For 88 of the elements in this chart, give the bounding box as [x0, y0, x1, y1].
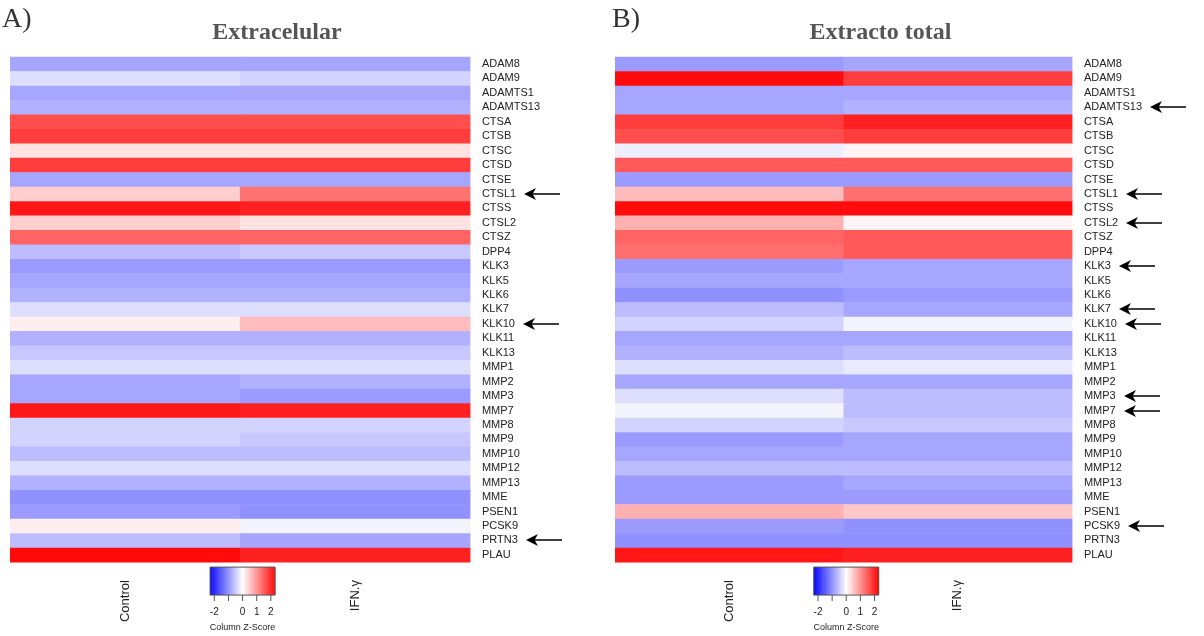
y-tick-label: MMP2: [1083, 374, 1116, 387]
y-tick-label: CTSB: [1083, 129, 1114, 142]
y-tick-label: KLK7: [481, 302, 509, 315]
y-tick-label: CTSB: [481, 129, 512, 142]
y-tick-label: CTSL2: [1083, 215, 1119, 228]
y-tick-label: ADAMTS1: [481, 85, 534, 98]
x-tick-label: IFN.γ: [949, 579, 965, 612]
y-tick-label: CTSL1: [481, 186, 517, 199]
y-tick-label: CTSE: [1083, 172, 1114, 185]
y-tick-label: CTSD: [481, 158, 512, 171]
y-tick-label: MMP10: [1083, 446, 1122, 459]
y-tick-label: CTSL1: [1083, 186, 1119, 199]
text: B): [612, 2, 640, 34]
y-tick-label: CTSS: [1083, 201, 1114, 214]
y-tick-label: MMP7: [1083, 403, 1116, 416]
y-tick-label: ADAM9: [481, 71, 520, 84]
y-tick-label: CTSA: [481, 114, 512, 127]
y-tick-label: CTSE: [481, 172, 512, 185]
color-bar-title: Column Z-Score: [813, 622, 880, 633]
color-bar-label: -2: [813, 605, 823, 617]
y-tick-label: KLK11: [481, 331, 515, 344]
y-tick-label: PLAU: [1083, 547, 1113, 560]
y-tick-label: KLK6: [481, 288, 509, 301]
y-tick-label: PSEN1: [481, 504, 519, 517]
color-bar-label: 0: [843, 605, 850, 617]
color-bar-label: 2: [871, 605, 878, 617]
color-bar-label: -2: [209, 605, 220, 617]
y-tick-label: DPP4: [1083, 244, 1113, 257]
y-tick-label: PCSK9: [481, 519, 519, 532]
y-tick-label: MMP8: [1083, 417, 1116, 430]
y-tick-label: PRTN3: [1083, 533, 1120, 546]
y-tick-label: MMP10: [481, 446, 520, 459]
text: A): [2, 2, 32, 34]
color-bar-label: 1: [253, 605, 260, 617]
y-tick-label: MMP13: [1083, 475, 1122, 488]
y-tick-label: KLK7: [1083, 302, 1111, 315]
x-tick-label: Control: [116, 580, 132, 623]
y-tick-label: CTSS: [481, 201, 512, 214]
y-tick-label: CTSZ: [481, 230, 511, 243]
color-bar-label: 1: [857, 605, 864, 617]
y-tick-label: MMP13: [481, 475, 520, 488]
y-tick-label: KLK13: [481, 345, 515, 358]
y-tick-label: KLK5: [481, 273, 509, 286]
y-tick-label: KLK6: [1083, 288, 1111, 301]
y-tick-label: PSEN1: [1083, 504, 1121, 517]
y-tick-label: DPP4: [481, 244, 511, 257]
x-tick-label: Control: [720, 580, 736, 623]
y-tick-label: CTSC: [481, 143, 512, 156]
y-tick-label: MMP7: [481, 403, 514, 416]
chart-title: Extracto total: [809, 17, 952, 44]
y-tick-label: ADAM9: [1083, 71, 1122, 84]
y-tick-label: CTSD: [1083, 158, 1114, 171]
y-tick-label: CTSZ: [1083, 230, 1113, 243]
y-tick-label: MMP9: [481, 432, 514, 445]
color-bar-label: 2: [268, 605, 275, 617]
y-tick-label: MMP1: [1083, 360, 1116, 373]
y-tick-label: PCSK9: [1083, 519, 1121, 532]
y-tick-label: CTSL2: [481, 215, 517, 228]
y-tick-label: MME: [481, 490, 508, 503]
y-tick-label: KLK11: [1083, 331, 1117, 344]
y-tick-label: KLK13: [1083, 345, 1117, 358]
y-tick-label: MMP3: [481, 389, 514, 402]
y-tick-label: PLAU: [481, 547, 511, 560]
color-bar-label: 0: [239, 605, 246, 617]
x-tick-label: IFN.γ: [346, 579, 362, 612]
y-tick-label: ADAMTS13: [481, 100, 541, 113]
y-tick-label: MMP9: [1083, 432, 1116, 445]
y-tick-label: KLK10: [481, 316, 515, 329]
y-tick-label: KLK5: [1083, 273, 1111, 286]
y-tick-label: ADAMTS13: [1083, 100, 1143, 113]
y-tick-label: MMP1: [481, 360, 514, 373]
y-tick-label: MMP2: [481, 374, 514, 387]
y-tick-label: KLK10: [1083, 316, 1117, 329]
y-tick-label: MMP8: [481, 417, 514, 430]
y-tick-label: MMP3: [1083, 389, 1116, 402]
y-tick-label: MMP12: [481, 461, 520, 474]
y-tick-label: KLK3: [1083, 259, 1111, 272]
y-tick-label: CTSC: [1083, 143, 1114, 156]
y-tick-label: ADAM8: [481, 57, 520, 70]
y-tick-label: MMP12: [1083, 461, 1122, 474]
y-tick-label: CTSA: [1083, 114, 1114, 127]
y-tick-label: ADAMTS1: [1083, 85, 1136, 98]
y-tick-label: PRTN3: [481, 533, 518, 546]
chart-title: Extracelular: [212, 17, 342, 44]
y-tick-label: KLK3: [481, 259, 509, 272]
color-bar-title: Column Z-Score: [209, 622, 276, 633]
y-tick-label: ADAM8: [1083, 57, 1122, 70]
y-tick-label: MME: [1083, 490, 1110, 503]
